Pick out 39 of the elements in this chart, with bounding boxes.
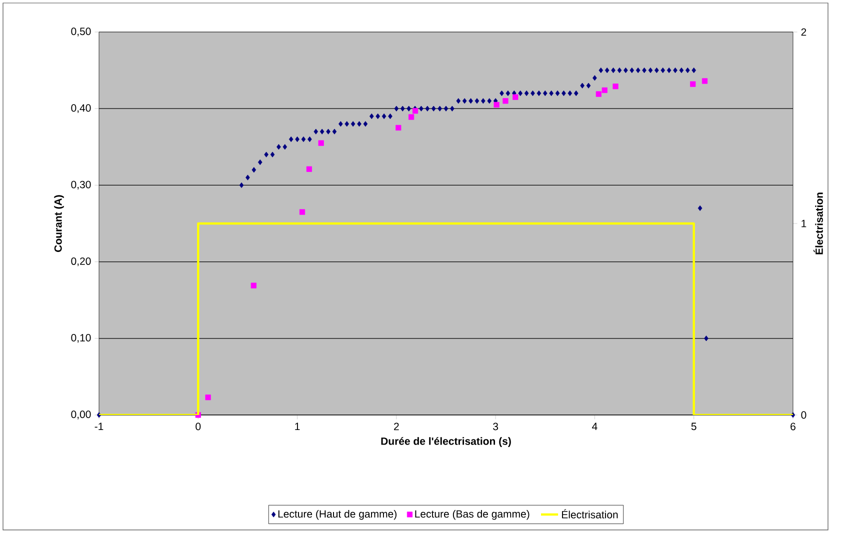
y2-axis-title: Électrisation bbox=[814, 192, 823, 254]
x-tick-label: 2 bbox=[394, 422, 399, 430]
point bbox=[612, 84, 618, 90]
y-tick-label: 0,00 bbox=[71, 410, 91, 420]
point bbox=[205, 394, 211, 400]
point bbox=[702, 78, 708, 84]
y-tick-label: 0,10 bbox=[71, 334, 91, 343]
x-tick-label: 0 bbox=[196, 422, 201, 430]
y-axis-title: Courant (A) bbox=[54, 195, 64, 252]
y2-tick-label: 0 bbox=[801, 411, 806, 419]
x-tick-label: 1 bbox=[295, 422, 300, 430]
point bbox=[502, 98, 508, 104]
point bbox=[299, 209, 306, 215]
legend-label: Électrisation bbox=[562, 509, 618, 518]
x-axis-title: Durée de l'électrisation (s) bbox=[381, 437, 511, 447]
point bbox=[690, 81, 696, 87]
legend-label: Lecture (Bas de gamme) bbox=[415, 510, 530, 520]
point bbox=[512, 94, 518, 100]
x-tick-label: -1 bbox=[94, 422, 104, 430]
x-tick-label: 6 bbox=[790, 422, 796, 430]
x-tick-label: 5 bbox=[691, 422, 696, 430]
y-tick-label: 0,40 bbox=[71, 104, 91, 113]
point bbox=[396, 124, 402, 131]
y-tick-label: 0,20 bbox=[71, 257, 91, 266]
y-tick-label: 0,50 bbox=[71, 28, 91, 36]
y-tick-label: 0,30 bbox=[71, 180, 91, 190]
y2-tick-label: 2 bbox=[801, 28, 806, 36]
point bbox=[306, 166, 312, 172]
point bbox=[412, 108, 418, 114]
point bbox=[494, 102, 500, 108]
point bbox=[408, 114, 414, 120]
point bbox=[602, 87, 608, 94]
point bbox=[596, 91, 602, 97]
x-tick-label: 4 bbox=[592, 422, 598, 430]
x-tick-label: 3 bbox=[493, 422, 498, 430]
point bbox=[250, 282, 256, 288]
y2-tick-label: 1 bbox=[802, 220, 806, 228]
legend-label: Lecture (Haut de gamme) bbox=[278, 510, 396, 520]
point bbox=[318, 140, 324, 146]
